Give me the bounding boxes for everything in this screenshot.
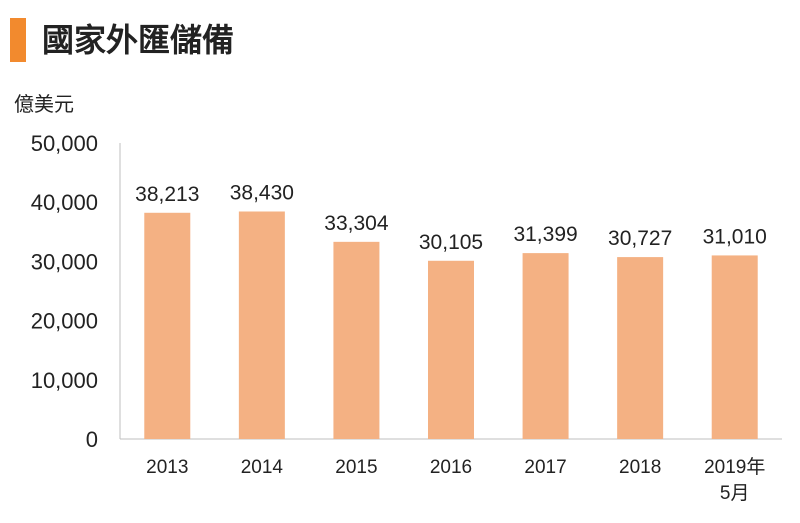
bar bbox=[522, 253, 569, 439]
x-tick-label-line: 2018 bbox=[619, 457, 661, 478]
bar bbox=[711, 255, 758, 439]
x-tick-label-line: 5月 bbox=[720, 483, 750, 504]
y-tick-label: 30,000 bbox=[31, 249, 98, 274]
bar bbox=[333, 241, 380, 439]
x-tick-label: 2013 bbox=[146, 457, 188, 478]
x-tick-label-line: 2016 bbox=[430, 457, 472, 478]
x-tick-label: 2014 bbox=[241, 457, 284, 478]
x-tick-label-line: 2013 bbox=[146, 457, 188, 478]
x-tick-label: 2018 bbox=[619, 457, 661, 478]
x-tick-label: 2019年 5月 bbox=[704, 456, 765, 504]
y-tick-label: 50,000 bbox=[31, 131, 98, 156]
y-tick-label: 0 bbox=[86, 427, 98, 452]
y-tick-label: 10,000 bbox=[31, 368, 98, 393]
x-tick-label-line: 2015 bbox=[335, 457, 377, 478]
bar bbox=[428, 260, 474, 439]
data-label: 31,010 bbox=[703, 225, 767, 248]
data-label: 31,399 bbox=[513, 223, 577, 246]
x-tick-label: 2017 bbox=[524, 457, 566, 478]
data-label: 30,727 bbox=[608, 227, 672, 250]
x-tick-label: 2015 bbox=[335, 457, 377, 478]
x-tick-label-line: 2019年 bbox=[704, 456, 765, 478]
data-label: 38,213 bbox=[135, 183, 199, 206]
x-tick-label: 2016 bbox=[430, 457, 472, 478]
data-label: 30,105 bbox=[419, 231, 483, 254]
bar bbox=[144, 212, 191, 439]
chart-title: 國家外匯儲備 bbox=[42, 21, 235, 59]
data-label: 38,430 bbox=[230, 181, 294, 204]
bar bbox=[238, 211, 285, 439]
y-axis-unit-label: 億美元 bbox=[14, 92, 74, 116]
y-tick-label: 40,000 bbox=[31, 190, 98, 215]
title-accent-bar bbox=[10, 18, 26, 62]
chart-title-block: 國家外匯儲備 bbox=[10, 18, 234, 62]
x-tick-label-line: 2017 bbox=[524, 457, 566, 478]
y-tick-label: 20,000 bbox=[31, 309, 98, 334]
bar bbox=[617, 257, 664, 439]
x-tick-label-line: 2014 bbox=[241, 457, 284, 478]
data-label: 33,304 bbox=[324, 212, 389, 235]
